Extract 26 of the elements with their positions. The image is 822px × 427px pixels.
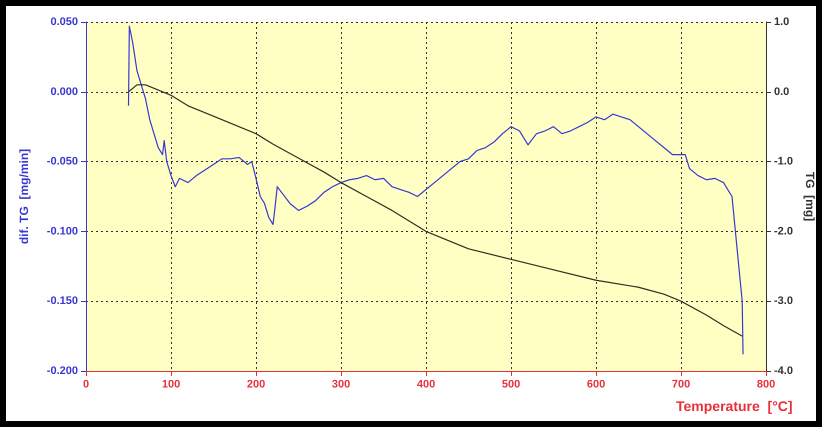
x-tick-label: 800: [756, 378, 776, 390]
y2-tick-label: -4.0: [774, 365, 793, 377]
x-tick-label: 0: [82, 378, 90, 390]
x-axis-title: Temperature [°C]: [676, 398, 793, 414]
y2-tick-label: -2.0: [774, 225, 793, 238]
y2-tick-label: 1.0: [774, 16, 790, 28]
y-tick-label: -0.100: [46, 225, 78, 238]
y-tick-label: -0.150: [46, 295, 78, 308]
x-tick-label: 200: [246, 378, 266, 390]
y2-tick-label: -3.0: [774, 295, 793, 308]
y2-axis-title: TG [mg]: [802, 172, 817, 222]
y-tick-label: -0.200: [46, 365, 78, 377]
x-tick-label: 600: [586, 378, 606, 390]
y-axis-title: dif. TG [mg/min]: [17, 148, 31, 244]
line-series: [128, 84, 743, 337]
y-tick-label: 0.000: [50, 86, 78, 98]
line-series: [128, 26, 744, 355]
y-tick-label: -0.050: [46, 156, 78, 168]
y-tick-label: 0.050: [50, 16, 78, 28]
x-tick-label: 500: [502, 378, 520, 390]
y2-tick-label: -1.0: [774, 156, 793, 168]
x-tick-label: 100: [162, 378, 180, 390]
y2-tick-label: 0.0: [774, 86, 790, 98]
x-tick-label: 700: [672, 378, 690, 390]
x-tick-label: 400: [416, 378, 436, 390]
x-tick-label: 300: [332, 378, 350, 390]
